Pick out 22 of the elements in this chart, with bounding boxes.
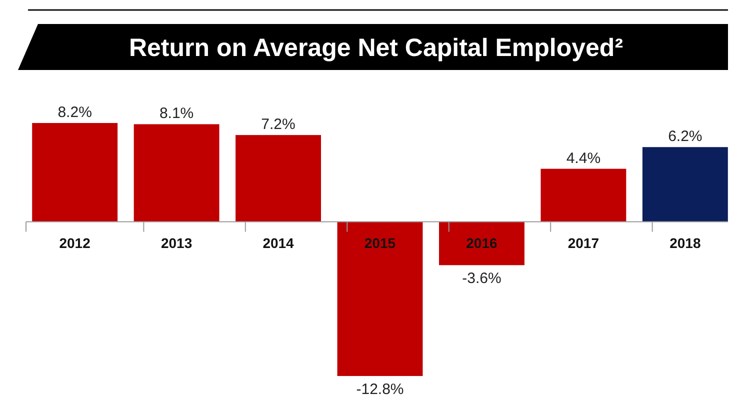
data-label: 6.2%: [668, 128, 702, 146]
x-tick-label: 2018: [670, 234, 701, 251]
bar: [32, 123, 118, 222]
x-tick-label: 2017: [568, 234, 600, 251]
data-label: 7.2%: [261, 116, 296, 134]
bar: [134, 124, 220, 222]
data-label: 8.1%: [159, 105, 194, 122]
x-tick-label: 2013: [160, 234, 192, 251]
bar: [337, 222, 423, 376]
x-tick-label: 2012: [59, 234, 91, 251]
bar: [439, 222, 524, 266]
bar: [236, 135, 321, 222]
data-label: -12.8%: [356, 381, 404, 398]
data-label: -3.6%: [462, 270, 502, 288]
x-tick-label: 2016: [466, 234, 498, 251]
data-label: 8.2%: [58, 104, 92, 121]
chart-title: Return on Average Net Capital Employed²: [128, 34, 624, 62]
bar: [540, 168, 626, 222]
bar: [642, 147, 728, 222]
x-tick-label: 2014: [262, 234, 294, 251]
data-label: 4.4%: [566, 150, 601, 167]
x-tick-label: 2015: [364, 234, 396, 251]
